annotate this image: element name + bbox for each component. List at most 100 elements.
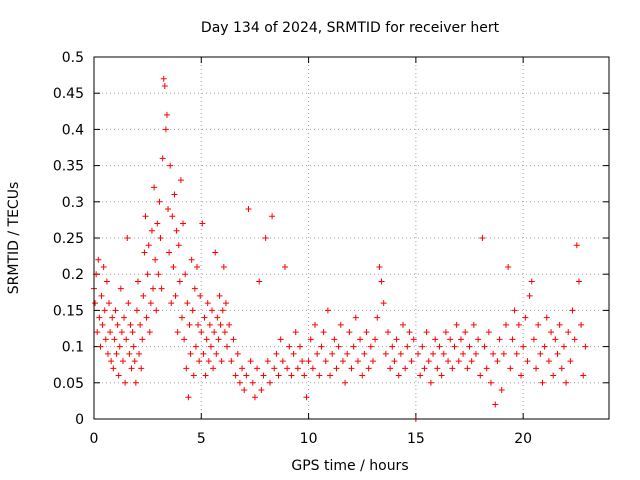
data-point <box>419 343 426 350</box>
data-point <box>372 336 379 343</box>
data-point <box>169 213 176 220</box>
data-point <box>507 365 514 372</box>
data-point <box>198 329 205 336</box>
chart-title: Day 134 of 2024, SRMTID for receiver her… <box>201 20 500 36</box>
data-point <box>284 365 291 372</box>
data-point <box>316 372 323 379</box>
data-point <box>410 336 417 343</box>
data-point <box>309 365 316 372</box>
data-point <box>258 387 265 394</box>
x-tick-label: 20 <box>514 431 532 447</box>
data-point <box>327 372 334 379</box>
data-point <box>457 336 464 343</box>
y-tick-label: 0.25 <box>53 231 84 247</box>
y-tick-label: 0 <box>75 412 84 428</box>
data-point <box>131 358 138 365</box>
data-point <box>541 343 548 350</box>
x-tick-label: 5 <box>197 431 206 447</box>
data-point <box>196 358 203 365</box>
data-point <box>359 372 366 379</box>
data-point <box>171 191 178 198</box>
data-point <box>449 365 456 372</box>
data-point <box>496 336 503 343</box>
data-point <box>184 300 191 307</box>
data-point <box>199 220 206 227</box>
data-point <box>159 155 166 162</box>
data-point <box>518 372 525 379</box>
data-point <box>475 336 482 343</box>
data-point <box>216 292 223 299</box>
data-point <box>277 336 284 343</box>
data-point <box>582 343 589 350</box>
x-axis-label: GPS time / hours <box>291 458 408 474</box>
data-point <box>153 307 160 314</box>
data-point <box>211 329 218 336</box>
data-point <box>100 263 107 270</box>
data-point <box>97 343 104 350</box>
data-point <box>168 300 175 307</box>
data-point <box>158 285 165 292</box>
data-point <box>195 321 202 328</box>
data-point <box>363 329 370 336</box>
data-point <box>124 235 131 241</box>
data-point <box>234 350 241 357</box>
data-point <box>187 350 194 357</box>
data-point <box>365 365 372 372</box>
data-point <box>190 372 197 379</box>
data-point <box>312 321 319 328</box>
data-point <box>177 177 184 184</box>
data-point <box>94 329 101 336</box>
data-point <box>178 314 185 321</box>
data-point <box>133 307 140 314</box>
data-point <box>432 336 439 343</box>
data-point <box>201 314 208 321</box>
data-point <box>126 350 133 357</box>
data-point <box>533 365 540 372</box>
data-point <box>166 249 173 256</box>
data-point <box>155 271 162 278</box>
data-point <box>354 358 361 365</box>
data-point <box>205 358 212 365</box>
data-point <box>415 350 422 357</box>
data-point <box>104 350 111 357</box>
data-point <box>129 329 136 336</box>
x-axis: 0 5 10 15 20 <box>90 57 532 447</box>
data-point <box>307 336 314 343</box>
data-point <box>194 263 200 270</box>
data-point <box>151 184 158 191</box>
grid-lines <box>94 57 609 419</box>
data-point <box>438 372 445 379</box>
data-point <box>548 329 555 336</box>
data-point <box>132 379 139 386</box>
data-point <box>391 358 398 365</box>
data-point <box>247 358 254 365</box>
data-point <box>207 343 214 350</box>
data-point <box>303 394 310 401</box>
data-point <box>127 321 134 328</box>
data-point <box>560 343 567 350</box>
data-point <box>219 307 226 314</box>
data-point <box>182 271 189 278</box>
data-point <box>245 206 252 213</box>
data-point <box>172 292 179 299</box>
data-point <box>567 358 574 365</box>
data-point <box>545 358 552 365</box>
data-point <box>513 350 520 357</box>
data-point <box>530 336 537 343</box>
data-point <box>299 358 306 365</box>
data-point <box>344 350 351 357</box>
y-tick-label: 0.4 <box>62 122 84 138</box>
data-point <box>188 256 195 263</box>
data-point <box>543 314 550 321</box>
data-point <box>136 350 143 357</box>
data-point <box>144 271 151 278</box>
data-point <box>301 372 308 379</box>
data-point <box>108 358 115 365</box>
data-point <box>575 278 582 285</box>
data-point <box>333 365 340 372</box>
data-point <box>189 307 196 314</box>
data-point <box>440 350 447 357</box>
data-point <box>292 329 299 336</box>
data-point <box>130 343 137 350</box>
